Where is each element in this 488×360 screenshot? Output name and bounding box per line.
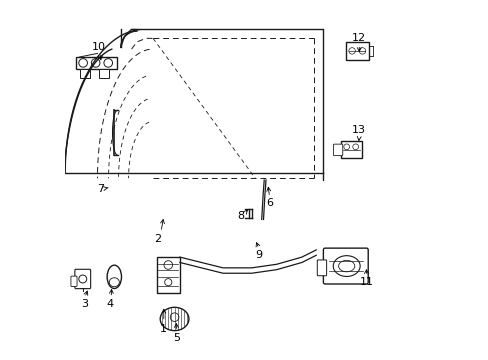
FancyBboxPatch shape xyxy=(345,42,368,60)
FancyBboxPatch shape xyxy=(317,260,326,276)
FancyBboxPatch shape xyxy=(341,140,362,158)
Text: 2: 2 xyxy=(154,234,161,244)
Text: 7: 7 xyxy=(97,184,104,194)
Text: 8: 8 xyxy=(237,211,244,221)
FancyBboxPatch shape xyxy=(80,69,89,78)
FancyBboxPatch shape xyxy=(156,257,180,293)
FancyBboxPatch shape xyxy=(323,248,367,284)
FancyBboxPatch shape xyxy=(75,269,90,289)
Text: 11: 11 xyxy=(359,277,373,287)
Text: 9: 9 xyxy=(255,250,262,260)
FancyBboxPatch shape xyxy=(99,69,109,78)
Text: 4: 4 xyxy=(106,299,113,309)
FancyBboxPatch shape xyxy=(76,57,117,69)
Text: 3: 3 xyxy=(81,299,88,309)
Text: 1: 1 xyxy=(160,324,167,334)
Text: 6: 6 xyxy=(265,198,272,208)
Text: 13: 13 xyxy=(351,125,366,135)
FancyBboxPatch shape xyxy=(333,144,342,156)
FancyBboxPatch shape xyxy=(71,276,77,287)
Text: 5: 5 xyxy=(173,333,180,343)
Text: 10: 10 xyxy=(92,42,106,52)
Text: 12: 12 xyxy=(351,33,366,43)
